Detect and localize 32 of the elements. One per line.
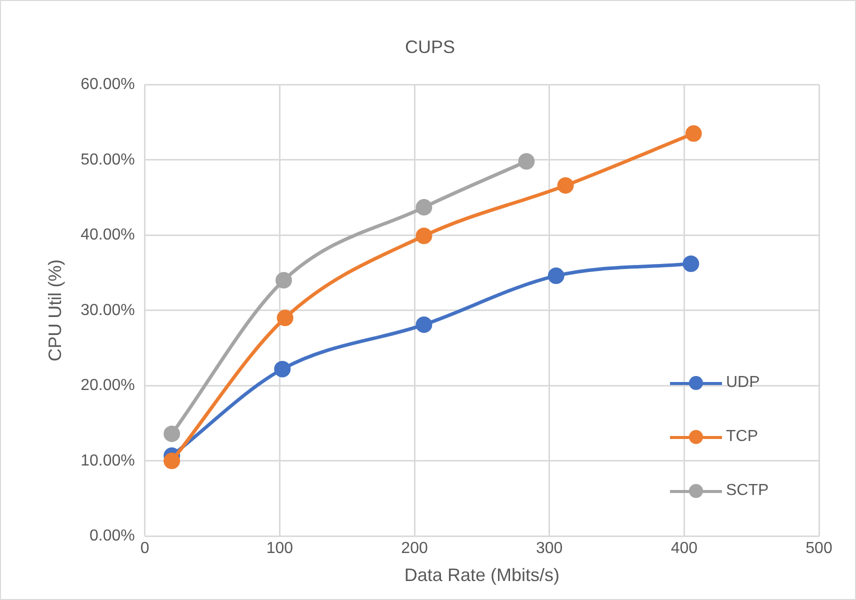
legend-label: TCP	[726, 428, 758, 446]
y-tick-label: 20.00%	[80, 377, 135, 394]
point	[164, 426, 180, 442]
chart-title: CUPS	[404, 36, 456, 57]
y-tick-label: 40.00%	[80, 226, 135, 244]
y-tick-label: 0.00%	[89, 528, 135, 545]
point	[276, 310, 294, 326]
y-tick-label: 30.00%	[80, 302, 135, 319]
point	[274, 360, 291, 378]
point	[275, 272, 292, 289]
point	[164, 452, 180, 470]
x-tick-label: 400	[670, 540, 698, 558]
y-tick-label: 10.00%	[80, 452, 135, 470]
y-axis-title: CPU Util (%)	[44, 259, 65, 362]
point	[685, 125, 702, 142]
point	[682, 255, 700, 272]
y-tick-label: 60.00%	[80, 76, 135, 94]
x-axis-title: Data Rate (Mbits/s)	[404, 565, 560, 586]
legend-label: UDP	[726, 374, 760, 392]
y-tick-label: 50.00%	[80, 151, 135, 168]
x-tick-label: 300	[536, 540, 563, 558]
point	[518, 153, 535, 170]
point	[557, 177, 574, 194]
x-tick-label: 100	[266, 540, 294, 558]
x-tick-label: 500	[806, 540, 832, 558]
point	[416, 228, 432, 244]
point	[416, 316, 432, 333]
x-tick-label: 0	[140, 540, 150, 558]
x-tick-label: 200	[401, 540, 428, 558]
point	[548, 268, 564, 284]
point	[416, 199, 432, 216]
legend-label: SCTP	[726, 482, 769, 500]
